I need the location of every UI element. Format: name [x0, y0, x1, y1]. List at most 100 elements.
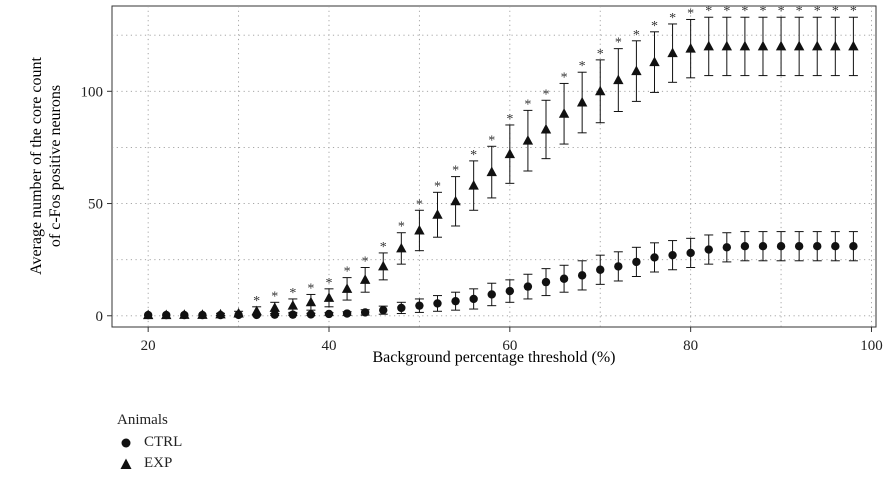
significance-star: *	[796, 4, 803, 19]
circle-marker-icon	[121, 438, 131, 447]
significance-star: *	[561, 70, 568, 85]
exp-point	[269, 302, 280, 312]
significance-star: *	[723, 4, 730, 19]
significance-star: *	[253, 294, 260, 309]
exp-point	[685, 43, 696, 53]
significance-star: *	[741, 4, 748, 19]
exp-point	[305, 296, 317, 307]
x-tick-label: 100	[860, 338, 883, 354]
legend: Animals CTRL EXP	[117, 412, 182, 474]
legend-label-exp: EXP	[144, 455, 173, 471]
ctrl-point	[632, 257, 641, 267]
data-markers	[142, 40, 859, 320]
exp-point	[848, 40, 859, 51]
significance-star: *	[615, 36, 622, 51]
exp-point	[142, 309, 154, 320]
exp-point	[757, 40, 769, 51]
y-tick-label: 50	[88, 197, 103, 213]
significance-star: *	[633, 28, 640, 43]
ctrl-point	[487, 290, 496, 299]
significance-star: *	[814, 4, 821, 19]
exp-point	[251, 305, 262, 316]
significance-star: *	[344, 265, 351, 280]
legend-title: Animals	[117, 412, 168, 428]
x-tick-label: 80	[683, 338, 698, 354]
ctrl-point	[415, 301, 424, 310]
significance-star: *	[651, 19, 658, 34]
exp-point	[378, 260, 389, 271]
exp-point	[649, 56, 660, 67]
exp-point	[233, 307, 244, 318]
exp-point	[432, 209, 443, 219]
exp-point	[486, 166, 497, 177]
exp-point	[197, 309, 208, 319]
significance-star: *	[289, 286, 296, 301]
triangle-marker-icon	[120, 458, 132, 469]
exp-point	[504, 148, 516, 159]
significance-star: *	[597, 47, 604, 62]
exp-point	[739, 40, 751, 51]
exp-point	[540, 123, 552, 134]
significance-star: *	[506, 112, 513, 127]
significance-star: *	[434, 179, 441, 194]
significance-star: *	[759, 4, 766, 19]
exp-point	[450, 195, 461, 206]
significance-star: *	[850, 4, 857, 19]
significance-star: *	[488, 133, 495, 148]
ctrl-point	[523, 282, 533, 291]
ctrl-point	[397, 303, 406, 313]
significance-star: *	[705, 4, 712, 19]
exp-point	[595, 85, 606, 96]
exp-point	[414, 224, 425, 235]
ctrl-point	[650, 253, 659, 262]
ctrl-point	[668, 250, 677, 260]
ctrl-point	[360, 308, 370, 317]
exp-point	[215, 308, 226, 319]
exp-point	[359, 274, 371, 284]
significance-star: *	[778, 4, 785, 19]
ctrl-point	[722, 243, 732, 252]
legend-item-ctrl: CTRL	[117, 432, 182, 453]
exp-point	[631, 65, 642, 76]
ctrl-point	[342, 309, 352, 318]
ctrl-point	[559, 274, 569, 283]
exp-point	[179, 309, 190, 319]
ctrl-point	[379, 305, 388, 315]
exp-point	[396, 242, 407, 253]
significance-star: *	[832, 4, 839, 19]
ctrl-point	[288, 310, 298, 319]
exp-point	[161, 309, 172, 320]
exp-point	[613, 74, 624, 85]
significance-star: *	[470, 148, 477, 163]
exp-point	[287, 300, 299, 310]
exp-point	[812, 40, 823, 51]
ctrl-point	[306, 310, 316, 319]
significance-star: *	[452, 164, 459, 179]
significance-star: *	[579, 59, 586, 74]
significance-star: *	[669, 11, 676, 26]
x-tick-label: 40	[321, 338, 336, 354]
ctrl-point	[758, 241, 768, 251]
ctrl-point	[794, 241, 804, 251]
exp-point	[576, 96, 588, 107]
ctrl-point	[776, 241, 786, 251]
ctrl-point	[686, 248, 695, 258]
y-axis-label-line-1: Average number of the core count	[28, 57, 45, 275]
ctrl-point	[614, 262, 623, 271]
significance-star: *	[524, 97, 531, 112]
legend-label-ctrl: CTRL	[144, 434, 183, 450]
exp-point	[522, 135, 534, 145]
ctrl-point	[740, 241, 750, 251]
ctrl-point	[324, 309, 334, 319]
ctrl-point	[596, 265, 605, 274]
significance-star: *	[325, 276, 332, 291]
exp-point	[341, 283, 353, 293]
significance-star: *	[380, 240, 387, 255]
ctrl-point	[704, 245, 713, 254]
ctrl-point	[849, 241, 858, 251]
legend-item-exp: EXP	[117, 453, 182, 474]
ctrl-point	[451, 296, 460, 306]
significance-star: *	[687, 6, 694, 21]
exp-point	[830, 40, 841, 51]
